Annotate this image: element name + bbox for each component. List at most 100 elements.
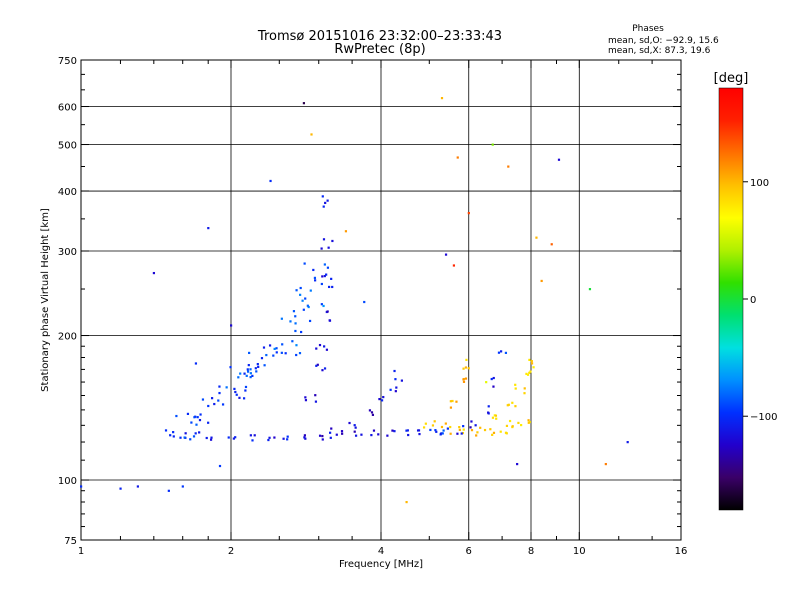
data-point — [210, 436, 213, 439]
data-point — [626, 441, 629, 444]
data-point — [249, 368, 252, 371]
data-point — [210, 397, 214, 400]
data-point — [181, 485, 184, 488]
data-point — [186, 412, 190, 416]
data-point — [269, 179, 272, 183]
data-point — [315, 347, 318, 350]
data-point — [363, 300, 366, 304]
data-point — [234, 436, 237, 439]
grid-lines — [81, 60, 681, 540]
data-point — [507, 403, 510, 406]
data-point — [327, 285, 331, 289]
x-tick-label: 8 — [528, 546, 534, 557]
data-point — [303, 434, 306, 437]
data-point — [294, 315, 297, 318]
data-point — [440, 97, 444, 100]
data-point — [246, 370, 250, 373]
data-point — [243, 372, 246, 375]
data-point — [313, 276, 317, 279]
data-point — [251, 374, 254, 377]
data-point — [190, 421, 193, 424]
x-tick-label: 1 — [78, 546, 84, 557]
data-point — [312, 268, 315, 272]
data-point — [199, 413, 202, 416]
data-point — [530, 362, 534, 365]
data-point — [474, 424, 477, 427]
data-point — [508, 419, 512, 423]
data-point — [196, 416, 199, 419]
data-point — [499, 350, 503, 353]
data-point — [335, 433, 338, 436]
data-point — [464, 377, 468, 380]
data-point — [80, 485, 83, 488]
data-point — [251, 439, 254, 442]
data-point — [370, 433, 373, 437]
data-point — [310, 133, 313, 136]
data-point — [275, 351, 278, 354]
data-point — [491, 416, 495, 419]
data-point — [205, 436, 208, 440]
data-point — [550, 243, 553, 246]
data-point — [119, 487, 122, 490]
data-point — [201, 398, 205, 401]
data-point — [280, 351, 283, 354]
data-point — [321, 438, 324, 441]
data-point — [207, 421, 210, 424]
data-point — [299, 286, 302, 290]
x-tick-label: 16 — [675, 546, 688, 557]
data-point — [253, 434, 256, 437]
data-point — [462, 367, 465, 370]
data-point — [406, 429, 409, 432]
phases-mean-o: mean, sd,O: −92.9, 15.6 — [608, 36, 719, 46]
data-point — [320, 303, 323, 306]
data-point — [198, 418, 202, 422]
data-point — [327, 246, 330, 249]
data-point — [449, 406, 453, 409]
data-point — [272, 354, 275, 357]
data-point — [152, 271, 156, 275]
data-point — [321, 369, 324, 372]
data-point — [444, 253, 448, 256]
data-point — [440, 425, 444, 429]
data-point — [213, 402, 216, 406]
data-point — [286, 438, 289, 441]
data-point — [314, 279, 317, 282]
data-point — [323, 345, 326, 348]
x-tick-label: 10 — [573, 546, 586, 557]
chart-subtitle: RwPretec (8p) — [334, 42, 425, 57]
y-tick-label: 750 — [58, 56, 77, 67]
colorbar-label: [deg] — [714, 71, 749, 86]
data-point — [470, 420, 473, 423]
data-point — [505, 424, 509, 427]
data-point — [304, 396, 307, 399]
data-point — [326, 199, 329, 202]
colorbar-ticks: 100 0 −100 — [743, 178, 777, 423]
data-point — [491, 143, 494, 146]
data-point — [378, 397, 381, 401]
data-point — [462, 428, 465, 431]
data-point — [314, 400, 318, 403]
data-point — [167, 489, 170, 492]
data-point — [294, 322, 297, 325]
data-point — [341, 432, 344, 435]
data-point — [262, 346, 266, 349]
data-point — [321, 195, 324, 198]
data-point — [455, 400, 458, 403]
data-point — [323, 274, 326, 278]
data-point — [540, 279, 543, 283]
data-point — [557, 158, 561, 161]
data-point — [230, 324, 233, 327]
colorbar-tick-label: 100 — [750, 178, 769, 189]
data-point — [439, 432, 443, 435]
data-point — [380, 399, 384, 402]
data-point — [323, 263, 326, 266]
data-point — [172, 435, 175, 438]
data-point — [354, 426, 357, 429]
data-point — [175, 414, 178, 418]
data-point — [340, 430, 344, 433]
data-point — [504, 351, 508, 354]
data-point — [331, 239, 334, 243]
data-point — [326, 310, 329, 313]
data-point — [449, 400, 452, 403]
data-point — [207, 227, 210, 230]
